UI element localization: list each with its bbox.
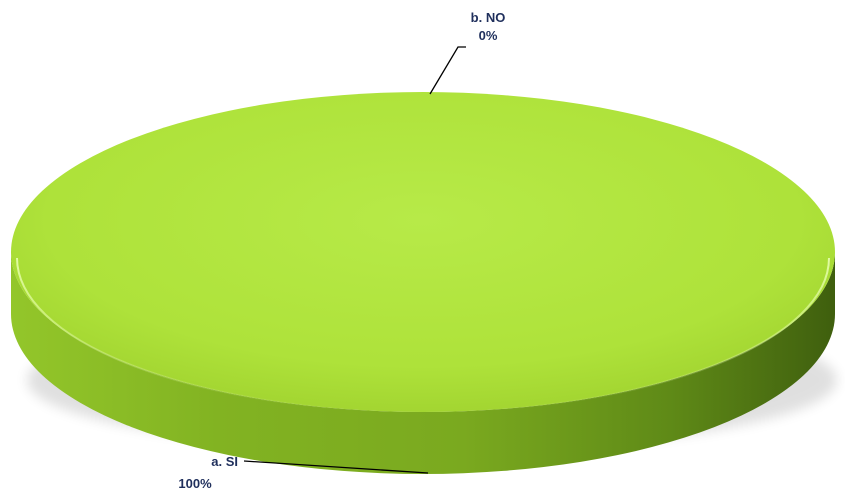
pie-slice-a-si-side: [11, 252, 835, 474]
data-label-b-no-category: b. NO: [471, 10, 506, 25]
pie-slice-a-si[interactable]: [11, 92, 835, 412]
data-label-a-si-category: a. SI: [211, 454, 238, 469]
data-label-b-no-value: 0%: [479, 28, 498, 43]
data-label-a-si-value: 100%: [178, 476, 212, 491]
leader-line-a-si: [243, 460, 429, 474]
pie-slice-rim-highlight: [16, 257, 830, 413]
leader-line-b-no: [429, 46, 466, 95]
